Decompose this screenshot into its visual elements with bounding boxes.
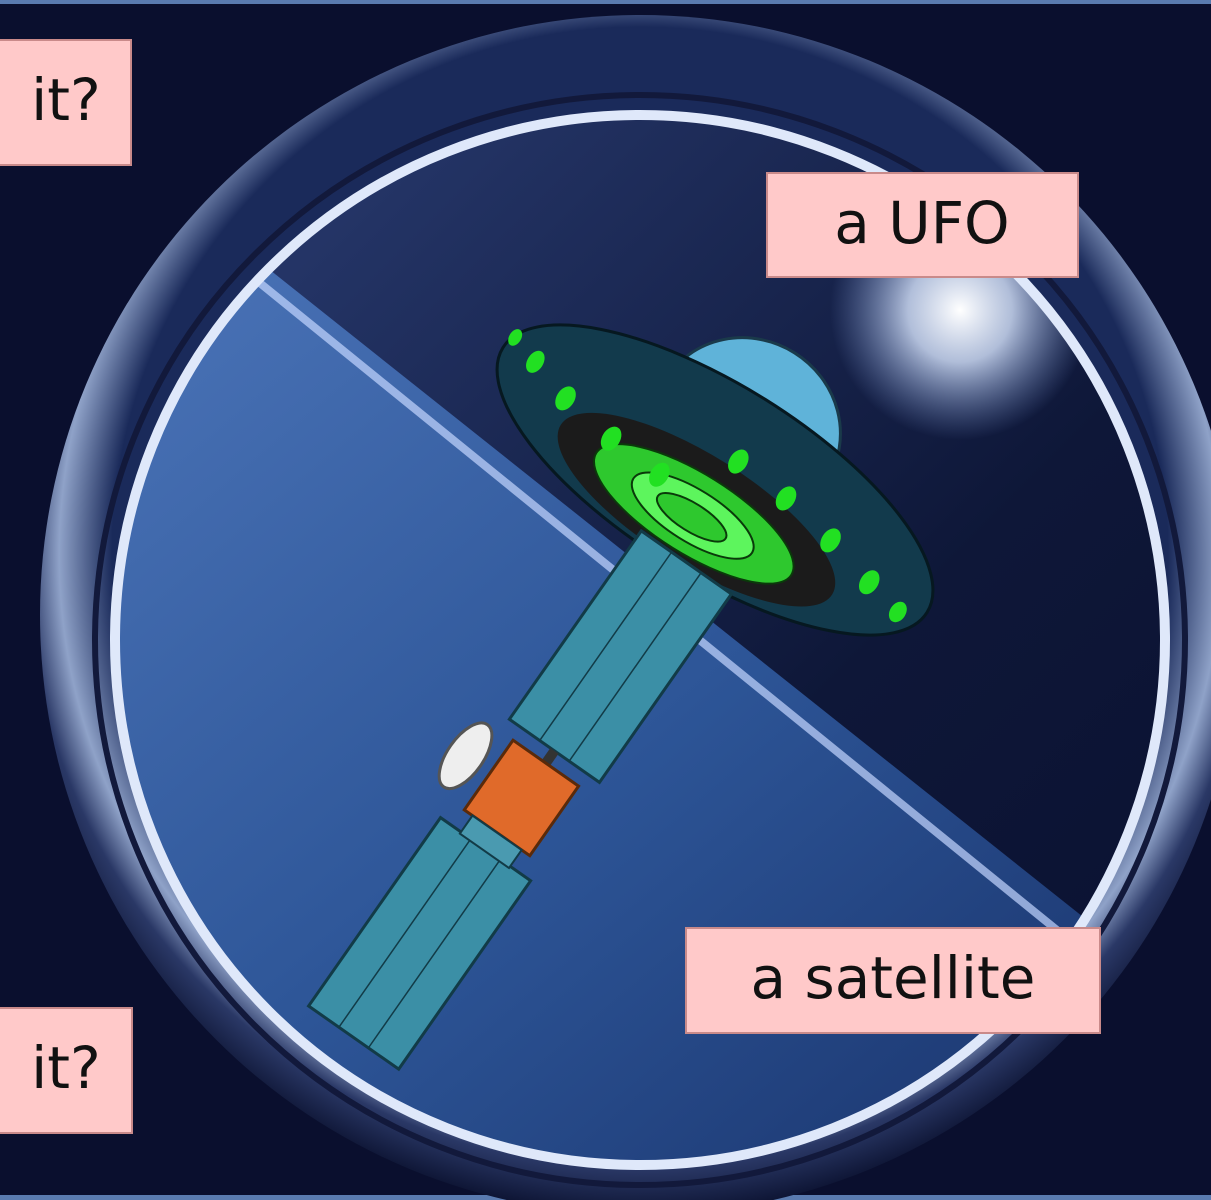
label-text: it?: [31, 66, 101, 134]
label-ufo: a UFO: [767, 173, 1078, 277]
label-text: a satellite: [751, 944, 1036, 1012]
label-text: a UFO: [834, 189, 1009, 257]
label-text: it?: [31, 1034, 101, 1102]
label-bottom-left: it?: [0, 1008, 132, 1133]
page: it? a UFO a satellite it? (() => { const…: [0, 0, 1211, 1200]
slide: it? a UFO a satellite it?: [0, 0, 1211, 1200]
top-edge: [0, 0, 1211, 4]
label-top-left: it?: [0, 40, 131, 165]
label-satellite: a satellite: [686, 928, 1100, 1033]
